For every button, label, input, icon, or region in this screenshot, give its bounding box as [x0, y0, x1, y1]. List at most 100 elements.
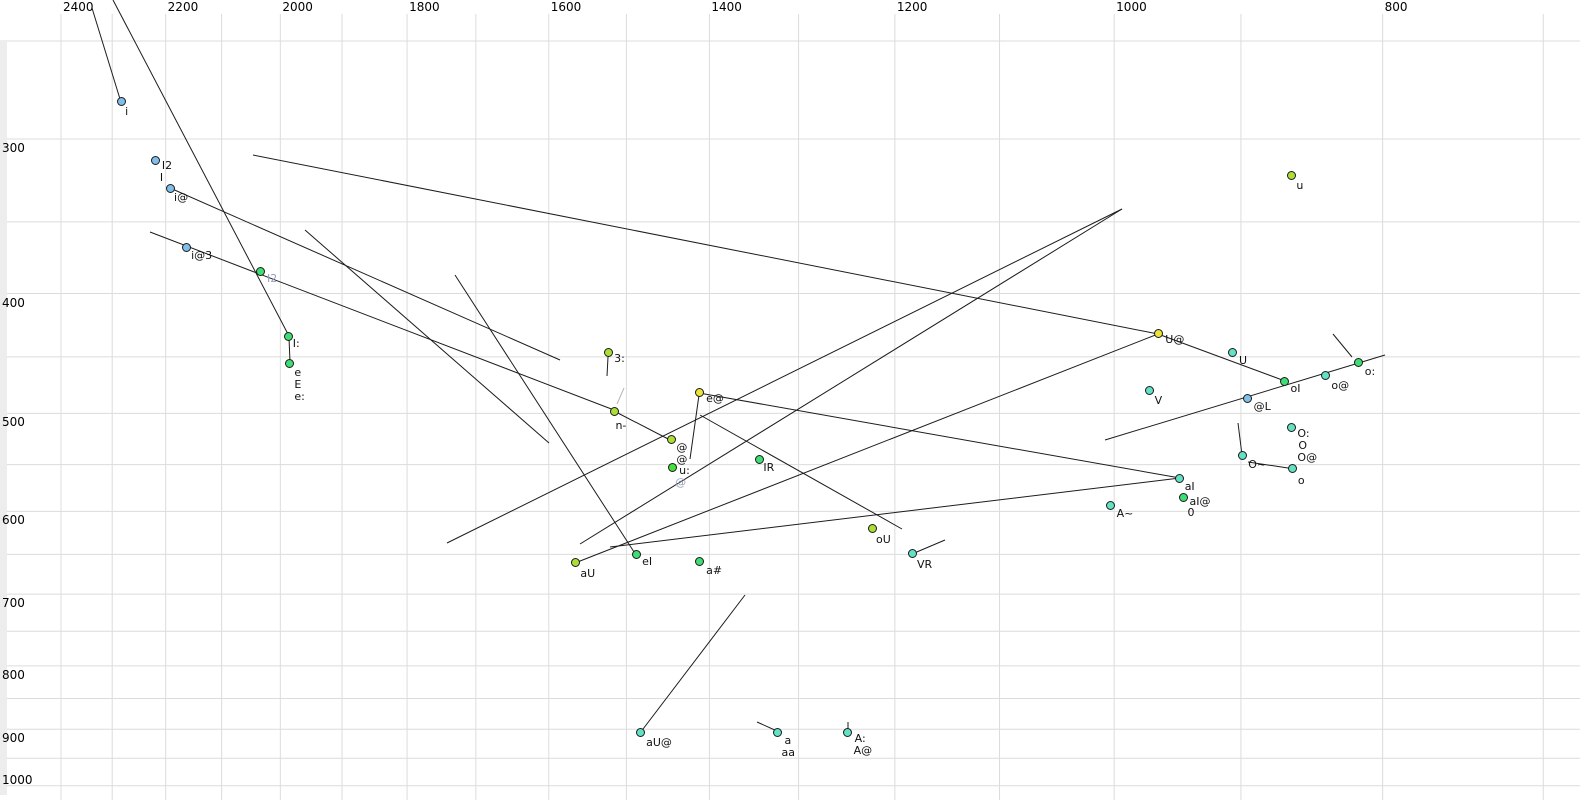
trajectory-line — [169, 187, 561, 361]
data-point-V — [1145, 385, 1155, 395]
trajectory-line — [574, 333, 1159, 564]
point-label-e: e — [294, 365, 302, 379]
trajectory-line — [1237, 422, 1243, 456]
data-point-aU@ — [635, 728, 645, 738]
point-label-I: I — [159, 171, 164, 185]
x-axis-tick-label: 2200 — [167, 0, 199, 14]
point-label-aa: aa — [781, 746, 795, 760]
x-axis-tick-label: 2400 — [63, 0, 94, 14]
data-point-a — [772, 727, 782, 737]
trajectory-line — [1157, 333, 1286, 382]
point-label-o:: o: — [1364, 364, 1376, 378]
trajectory-line — [112, 0, 290, 337]
x-axis-tick-label: 1000 — [1116, 0, 1147, 14]
y-axis-tick-label: 300 — [2, 141, 25, 155]
trajectory-line — [454, 274, 637, 556]
trajectory-line — [1332, 333, 1353, 358]
point-label-a: a — [784, 734, 792, 748]
data-point-aU — [570, 558, 580, 568]
y-axis-tick-label: 600 — [2, 513, 25, 528]
point-label-O: O — [1298, 439, 1308, 453]
data-point-i@3 — [181, 242, 191, 252]
point-label-a#: a# — [706, 563, 723, 577]
trajectory-line — [639, 594, 746, 734]
point-label-O~: O~ — [1248, 457, 1267, 471]
trajectory-line — [689, 394, 700, 460]
point-label-i@3: i@3 — [191, 249, 213, 263]
data-point-@L — [1243, 393, 1253, 403]
point-label-A~: A~ — [1116, 507, 1134, 521]
point-label-o: o — [1297, 473, 1305, 487]
point-label-eI: eI — [642, 555, 653, 569]
trajectory-line — [149, 231, 615, 411]
trajectory-line — [698, 392, 1181, 479]
data-point-oU — [867, 523, 877, 533]
point-label-o@: o@ — [1331, 378, 1350, 392]
y-axis-tick-label: 900 — [2, 731, 25, 746]
y-axis-tick-label: 1000 — [2, 772, 33, 787]
data-point-O: — [1286, 422, 1296, 432]
point-label-U@: U@ — [1165, 332, 1185, 346]
trajectory-line — [699, 414, 903, 530]
data-point-u — [1286, 170, 1296, 180]
point-label-@L: @L — [1253, 400, 1271, 414]
data-point-A: — [843, 727, 853, 737]
trajectory-line — [91, 7, 121, 100]
point-label-3:: 3: — [614, 352, 625, 366]
trajectory-line — [606, 356, 609, 377]
point-label-0: 0 — [1187, 505, 1195, 519]
trajectory-line — [609, 477, 1181, 548]
x-axis-tick-label: 1600 — [550, 0, 582, 14]
data-point-a# — [694, 557, 704, 567]
x-axis-tick-label: 800 — [1384, 0, 1408, 14]
data-point-o@ — [1320, 371, 1330, 381]
point-label-@: @ — [676, 452, 688, 466]
point-label-n-: n- — [615, 419, 627, 433]
data-point-oI — [1279, 376, 1289, 386]
point-label-U: U — [1238, 354, 1247, 368]
trajectory-line — [304, 229, 550, 444]
point-label-V: V — [1154, 394, 1163, 408]
x-axis-tick-label: 2000 — [282, 0, 313, 14]
point-label-u: u — [1296, 179, 1304, 193]
point-label-oI: oI — [1290, 382, 1301, 396]
data-point-o: — [1354, 358, 1364, 368]
data-point-aI — [1175, 473, 1185, 483]
data-point-A~ — [1106, 500, 1116, 510]
point-label-aI@: aI@ — [1189, 494, 1211, 508]
point-label-O@: O@ — [1297, 451, 1318, 465]
data-point-u: — [667, 463, 677, 473]
data-point-n- — [609, 406, 619, 416]
y-axis-tick-label: 500 — [2, 415, 25, 430]
x-axis-tick-label: 1800 — [409, 0, 440, 14]
point-label-aI: aI — [1184, 480, 1195, 494]
point-label-A:: A: — [854, 732, 866, 746]
trajectory-line — [616, 387, 625, 405]
data-point-o — [1288, 464, 1298, 474]
trajectory-line — [1247, 461, 1289, 469]
data-point-e@ — [694, 388, 704, 398]
point-label-oU: oU — [876, 533, 891, 547]
data-point-U — [1228, 347, 1238, 357]
y-axis-tick-label: 800 — [2, 667, 25, 682]
data-point-I2-2 — [255, 267, 265, 277]
data-point-@ — [666, 435, 676, 445]
trajectory-line — [252, 154, 1159, 335]
data-point-I: — [284, 331, 294, 341]
point-label-VR: VR — [917, 557, 933, 571]
y-axis-tick-label: 700 — [2, 596, 25, 611]
point-label-IR: IR — [763, 460, 775, 474]
point-label-aU@: aU@ — [646, 735, 672, 749]
data-point-O~ — [1237, 451, 1247, 461]
point-label-A@: A@ — [853, 744, 873, 758]
y-axis-tick-label: 400 — [2, 295, 25, 310]
data-point-i@ — [165, 184, 175, 194]
data-point-3: — [603, 347, 613, 357]
left-gutter — [0, 42, 7, 795]
point-label-O:: O: — [1297, 427, 1310, 441]
data-point-VR — [907, 549, 917, 559]
data-point-eI — [631, 549, 641, 559]
data-point-U@ — [1153, 329, 1163, 339]
